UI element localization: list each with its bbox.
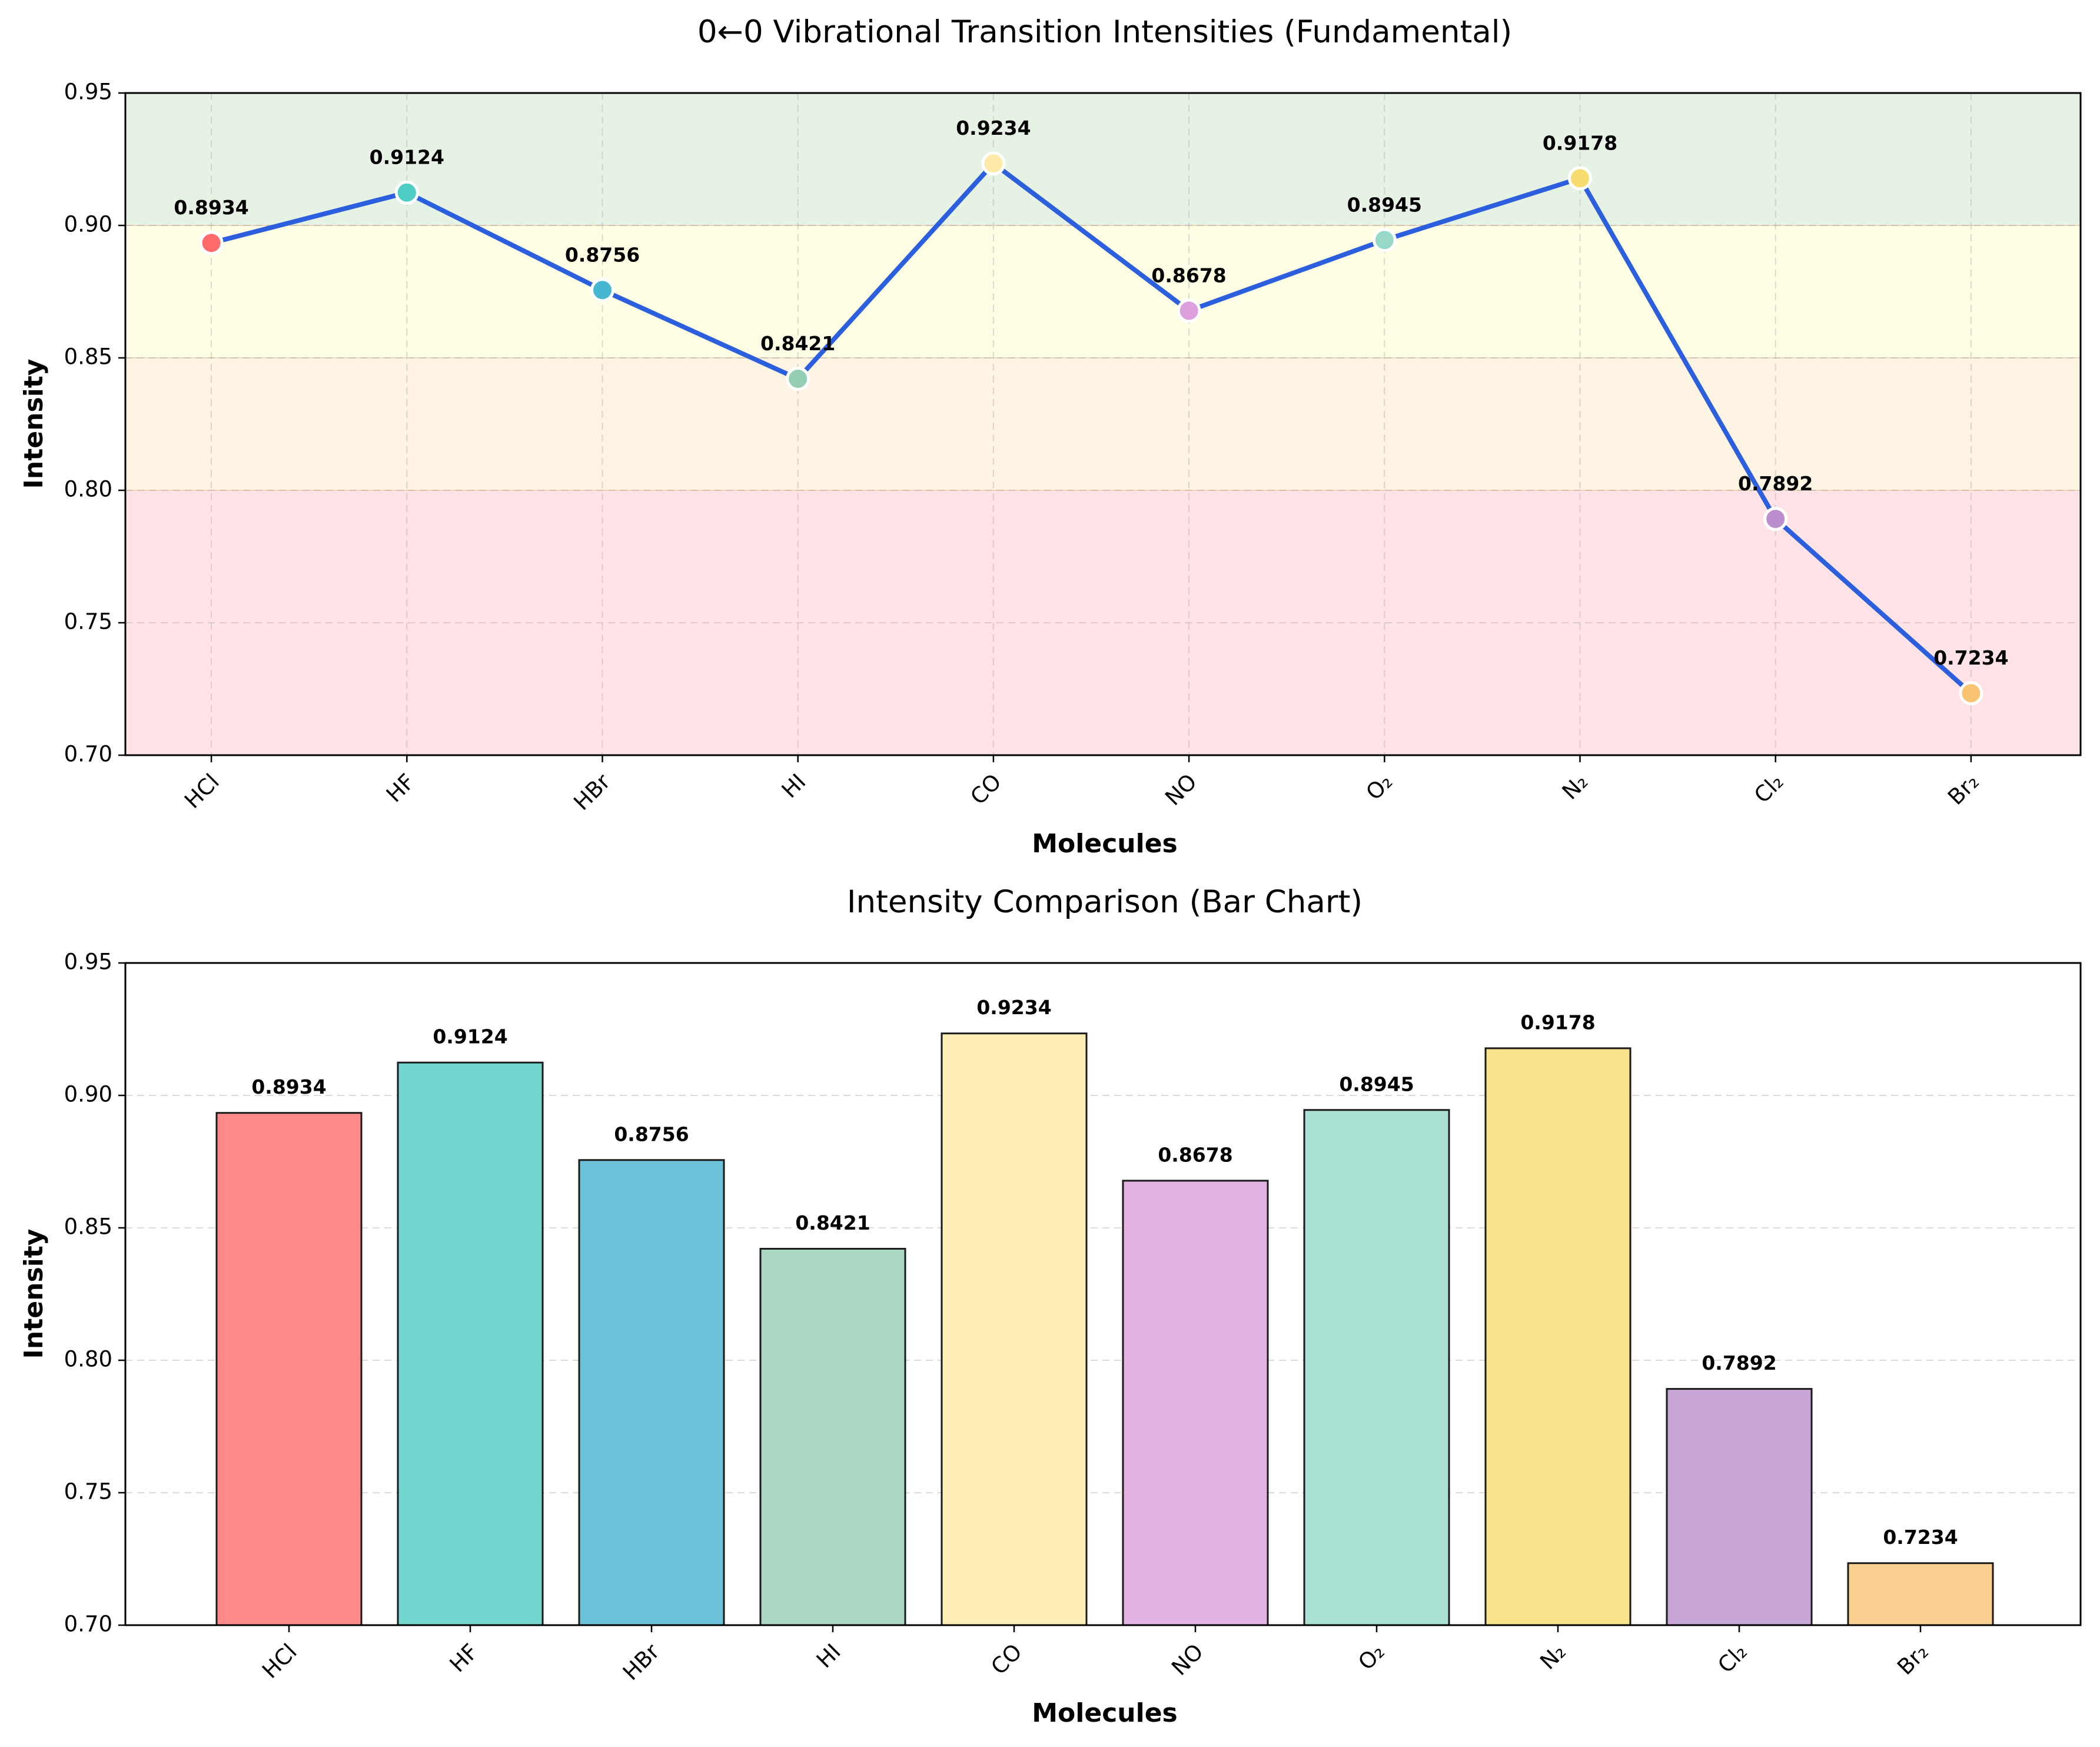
line-y-tick-label: 0.95 — [64, 79, 112, 105]
line-markers — [199, 151, 1983, 706]
bar-y-tick-label: 0.95 — [64, 949, 112, 975]
bar-o- — [1303, 1109, 1450, 1626]
marker-hf — [394, 180, 419, 205]
line-data-label-cl-: 0.7892 — [1738, 472, 1813, 495]
bar-cl- — [1666, 1388, 1813, 1626]
marker-o- — [1372, 228, 1397, 253]
line-y-tick-label: 0.90 — [64, 212, 112, 237]
line-data-label-hf: 0.9124 — [370, 146, 444, 169]
bar-y-tick-label: 0.85 — [64, 1214, 112, 1240]
bar-data-label-hbr: 0.8756 — [614, 1122, 689, 1145]
bar-data-label-co: 0.9234 — [976, 996, 1051, 1019]
intensity-band-0 — [125, 93, 2081, 225]
marker-hcl — [199, 231, 224, 255]
bar-n- — [1484, 1047, 1632, 1626]
bar-data-label-n-: 0.9178 — [1520, 1011, 1595, 1034]
intensity-line — [209, 161, 1973, 696]
bar-data-label-br-: 0.7234 — [1883, 1526, 1958, 1549]
bar-data-label-no: 0.8678 — [1158, 1143, 1232, 1166]
bar-br- — [1847, 1562, 1994, 1626]
line-data-label-co: 0.9234 — [956, 117, 1031, 140]
line-chart-title: 0←0 Vibrational Transition Intensities (… — [697, 14, 1512, 50]
bar-chart-title: Intensity Comparison (Bar Chart) — [847, 884, 1363, 920]
bar-no — [1122, 1180, 1269, 1626]
bar-y-tick-label: 0.90 — [64, 1082, 112, 1107]
line-data-label-n-: 0.9178 — [1543, 131, 1617, 154]
bar-data-label-cl-: 0.7892 — [1702, 1351, 1776, 1374]
intensity-band-3 — [125, 490, 2081, 755]
line-data-label-o-: 0.8945 — [1347, 193, 1422, 216]
bar-data-label-o-: 0.8945 — [1339, 1072, 1414, 1095]
line-data-label-br-: 0.7234 — [1933, 646, 2008, 669]
line-data-label-hcl: 0.8934 — [174, 196, 248, 219]
line-data-label-hbr: 0.8756 — [565, 243, 640, 266]
bar-y-tick-label: 0.80 — [64, 1347, 112, 1372]
bar-hf — [397, 1061, 544, 1626]
line-chart-frame — [124, 92, 2082, 756]
bar-data-label-hi: 0.8421 — [795, 1211, 870, 1234]
line-data-labels: 0.8934 0.9124 0.8756 0.8421 0.9234 0.8678 0.89… — [174, 117, 2008, 669]
line-chart-panel: 0←0 Vibrational Transition Intensities (… — [19, 14, 2082, 859]
line-y-tick-label: 0.70 — [64, 742, 112, 767]
bar-y-ticks: 0.70 0.75 0.80 0.85 0.90 0.95 — [64, 949, 125, 1637]
marker-n- — [1568, 166, 1592, 191]
line-y-tick-label: 0.80 — [64, 477, 112, 502]
line-data-label-hi: 0.8421 — [760, 332, 835, 355]
bar-co — [941, 1032, 1088, 1626]
line-y-axis-label: Intensity — [19, 359, 49, 489]
marker-cl- — [1763, 507, 1788, 532]
bar-y-tick-label: 0.70 — [64, 1612, 112, 1637]
bar-y-axis-label: Intensity — [19, 1229, 49, 1359]
marker-hi — [786, 367, 810, 391]
intensity-bands — [125, 93, 2081, 755]
marker-co — [981, 151, 1006, 176]
bar-data-label-hf: 0.9124 — [433, 1025, 507, 1048]
intensity-band-2 — [125, 358, 2081, 490]
line-y-tick-label: 0.85 — [64, 344, 112, 370]
bar-data-label-hcl: 0.8934 — [251, 1075, 326, 1098]
bar-hcl — [215, 1112, 363, 1626]
bar-y-tick-label: 0.75 — [64, 1479, 112, 1504]
line-y-tick-label: 0.75 — [64, 609, 112, 635]
marker-br- — [1959, 681, 1983, 706]
line-data-label-no: 0.8678 — [1151, 264, 1226, 287]
bar-chart-frame — [124, 962, 2082, 1626]
line-x-axis-label: Molecules — [1032, 829, 1177, 859]
bar-hbr — [578, 1159, 725, 1626]
marker-hbr — [590, 278, 614, 303]
bar-hi — [759, 1248, 906, 1626]
bar-data-labels: 0.8934 0.9124 0.8756 0.8421 0.9234 0.8678 0.89… — [251, 996, 1958, 1549]
marker-no — [1177, 298, 1201, 323]
line-y-ticks: 0.70 0.75 0.80 0.85 0.90 0.95 — [64, 79, 125, 767]
bars — [215, 1032, 1994, 1626]
bar-x-axis-label: Molecules — [1032, 1698, 1177, 1728]
